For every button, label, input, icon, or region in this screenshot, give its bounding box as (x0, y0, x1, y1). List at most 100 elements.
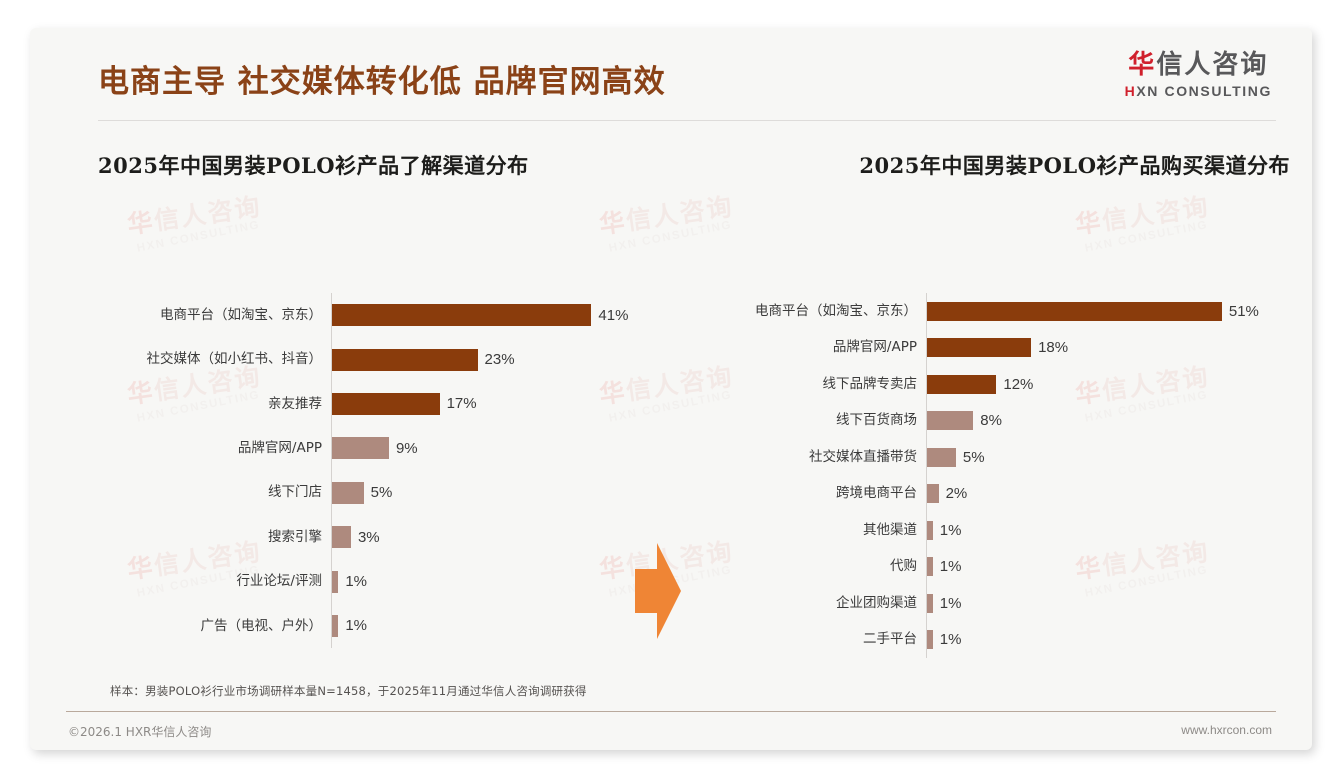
bar (332, 304, 592, 327)
bar-row: 企业团购渠道 1% (690, 585, 1300, 622)
bar-track: 17% (331, 382, 680, 426)
bar-row: 线下品牌专卖店 12% (690, 366, 1300, 403)
bar-track: 5% (926, 439, 1300, 476)
bar-value-label: 17% (446, 395, 477, 413)
bar-track: 1% (331, 604, 680, 648)
bar (332, 481, 364, 504)
bar (927, 557, 933, 577)
company-logo: 华信人咨询 HXN CONSULTING (1125, 50, 1272, 99)
chart-awareness-channels: 2025年中国男装POLO衫产品了解渠道分布 电商平台（如淘宝、京东） 41% 社交… (70, 138, 680, 678)
title-divider (98, 120, 1276, 121)
category-axis-left (331, 293, 332, 648)
bar-category-label: 电商平台（如淘宝、京东） (160, 306, 322, 323)
copyright-text: ©2026.1 HXR华信人咨询 (68, 725, 212, 739)
bar-value-label: 1% (939, 631, 962, 649)
bar (332, 526, 351, 549)
bar-category-label: 电商平台（如淘宝、京东） (755, 302, 917, 319)
bar (332, 392, 440, 415)
bar (927, 374, 997, 394)
slide-header: 电商主导 社交媒体转化低 品牌官网高效 华信人咨询 HXN CONSULTING (30, 28, 1312, 124)
page-title: 电商主导 社交媒体转化低 品牌官网高效 (98, 64, 666, 100)
bar-category-label: 线下品牌专卖店 (822, 375, 918, 392)
chart-purchase-channels: 2025年中国男装POLO衫产品购买渠道分布 电商平台（如淘宝、京东） 51% 品牌… (690, 138, 1300, 678)
bar-track: 5% (331, 471, 680, 515)
bar-row: 搜索引擎 3% (70, 515, 680, 559)
footer-divider (66, 711, 1276, 712)
bar-category-label: 亲友推荐 (268, 395, 322, 412)
bar-row: 社交媒体（如小红书、抖音） 23% (70, 337, 680, 381)
bar (927, 484, 939, 504)
logo-cn-rest: 信人咨询 (1156, 50, 1269, 80)
bar-row: 电商平台（如淘宝、京东） 51% (690, 293, 1300, 330)
bar-category-label: 企业团购渠道 (836, 594, 917, 611)
bar-value-label: 1% (345, 573, 367, 591)
bar-rows-right: 电商平台（如淘宝、京东） 51% 品牌官网/APP 18% 线下品牌专卖店 12% 线下百货… (690, 293, 1300, 658)
logo-english-text: HXN CONSULTING (1125, 83, 1272, 99)
bar-category-label: 品牌官网/APP (832, 339, 917, 356)
bar-row: 品牌官网/APP 9% (70, 426, 680, 470)
website-text: www.hxrcon.com (1181, 723, 1272, 737)
bar-value-label: 41% (598, 306, 629, 324)
bar-category-label: 品牌官网/APP (237, 439, 322, 456)
bar (332, 437, 389, 460)
bar-value-label: 1% (345, 617, 367, 635)
slide-card: 华信人咨询 HXN CONSULTING 华信人咨询 HXN CONSULTING 华信… (30, 28, 1312, 750)
bar-track: 18% (926, 330, 1300, 367)
bar-track: 1% (331, 559, 680, 603)
bar-category-label: 其他渠道 (863, 521, 917, 538)
bar (927, 301, 1222, 321)
bar-category-label: 社交媒体直播带货 (809, 448, 917, 465)
bar-track: 1% (926, 622, 1300, 659)
bar-track: 23% (331, 337, 680, 381)
slide-footer: ©2026.1 HXR华信人咨询 www.hxrcon.com (30, 716, 1312, 750)
logo-en-rest: XN CONSULTING (1136, 83, 1272, 100)
bar-rows-left: 电商平台（如淘宝、京东） 41% 社交媒体（如小红书、抖音） 23% 亲友推荐 17% 品牌… (70, 293, 680, 648)
bar-value-label: 9% (395, 439, 418, 457)
bar-row: 线下百货商场 8% (690, 403, 1300, 440)
chart-title-left: 2025年中国男装POLO衫产品了解渠道分布 (98, 153, 529, 178)
bar-row: 跨境电商平台 2% (690, 476, 1300, 513)
logo-en-first-char: H (1124, 83, 1137, 100)
bar-row: 品牌官网/APP 18% (690, 330, 1300, 367)
plot-area-right: 电商平台（如淘宝、京东） 51% 品牌官网/APP 18% 线下品牌专卖店 12% 线下百货… (690, 293, 1300, 678)
bar-row: 代购 1% (690, 549, 1300, 586)
bar-category-label: 二手平台 (863, 631, 917, 648)
logo-cn-first-char: 华 (1128, 50, 1157, 80)
bar-value-label: 5% (962, 448, 985, 466)
bar-track: 1% (926, 549, 1300, 586)
bar-value-label: 23% (484, 351, 515, 369)
bar-value-label: 3% (357, 528, 380, 546)
bar (332, 348, 478, 371)
bar-category-label: 线下百货商场 (836, 412, 917, 429)
bar (927, 447, 956, 467)
bar-track: 41% (331, 293, 680, 337)
bar-category-label: 线下门店 (268, 484, 322, 501)
bar-track: 12% (926, 366, 1300, 403)
bar (332, 614, 339, 637)
bar-category-label: 广告（电视、户外） (200, 617, 323, 634)
bar-category-label: 跨境电商平台 (836, 485, 917, 502)
bar (927, 411, 974, 431)
bar-value-label: 12% (1003, 375, 1034, 393)
bar-row: 社交媒体直播带货 5% (690, 439, 1300, 476)
bar-value-label: 2% (945, 485, 968, 503)
bar-track: 51% (926, 293, 1300, 330)
bar-category-label: 行业论坛/评测 (236, 573, 322, 590)
bar-value-label: 1% (939, 521, 962, 539)
bar (927, 338, 1032, 358)
bar (927, 630, 933, 650)
bar-category-label: 社交媒体（如小红书、抖音） (146, 351, 323, 368)
bar-row: 广告（电视、户外） 1% (70, 604, 680, 648)
bar-track: 8% (926, 403, 1300, 440)
bar-value-label: 5% (370, 484, 393, 502)
bar (927, 593, 933, 613)
bar-row: 二手平台 1% (690, 622, 1300, 659)
bar-value-label: 1% (939, 558, 962, 576)
bar-value-label: 8% (980, 412, 1002, 430)
bar-track: 3% (331, 515, 680, 559)
right-arrow-icon (635, 543, 681, 639)
sample-note: 样本：男装POLO衫行业市场调研样本量N=1458，于2025年11月通过华信人… (110, 684, 587, 698)
bar-category-label: 代购 (890, 558, 917, 575)
logo-chinese-text: 华信人咨询 (1125, 50, 1272, 80)
chart-title-right: 2025年中国男装POLO衫产品购买渠道分布 (859, 153, 1290, 178)
